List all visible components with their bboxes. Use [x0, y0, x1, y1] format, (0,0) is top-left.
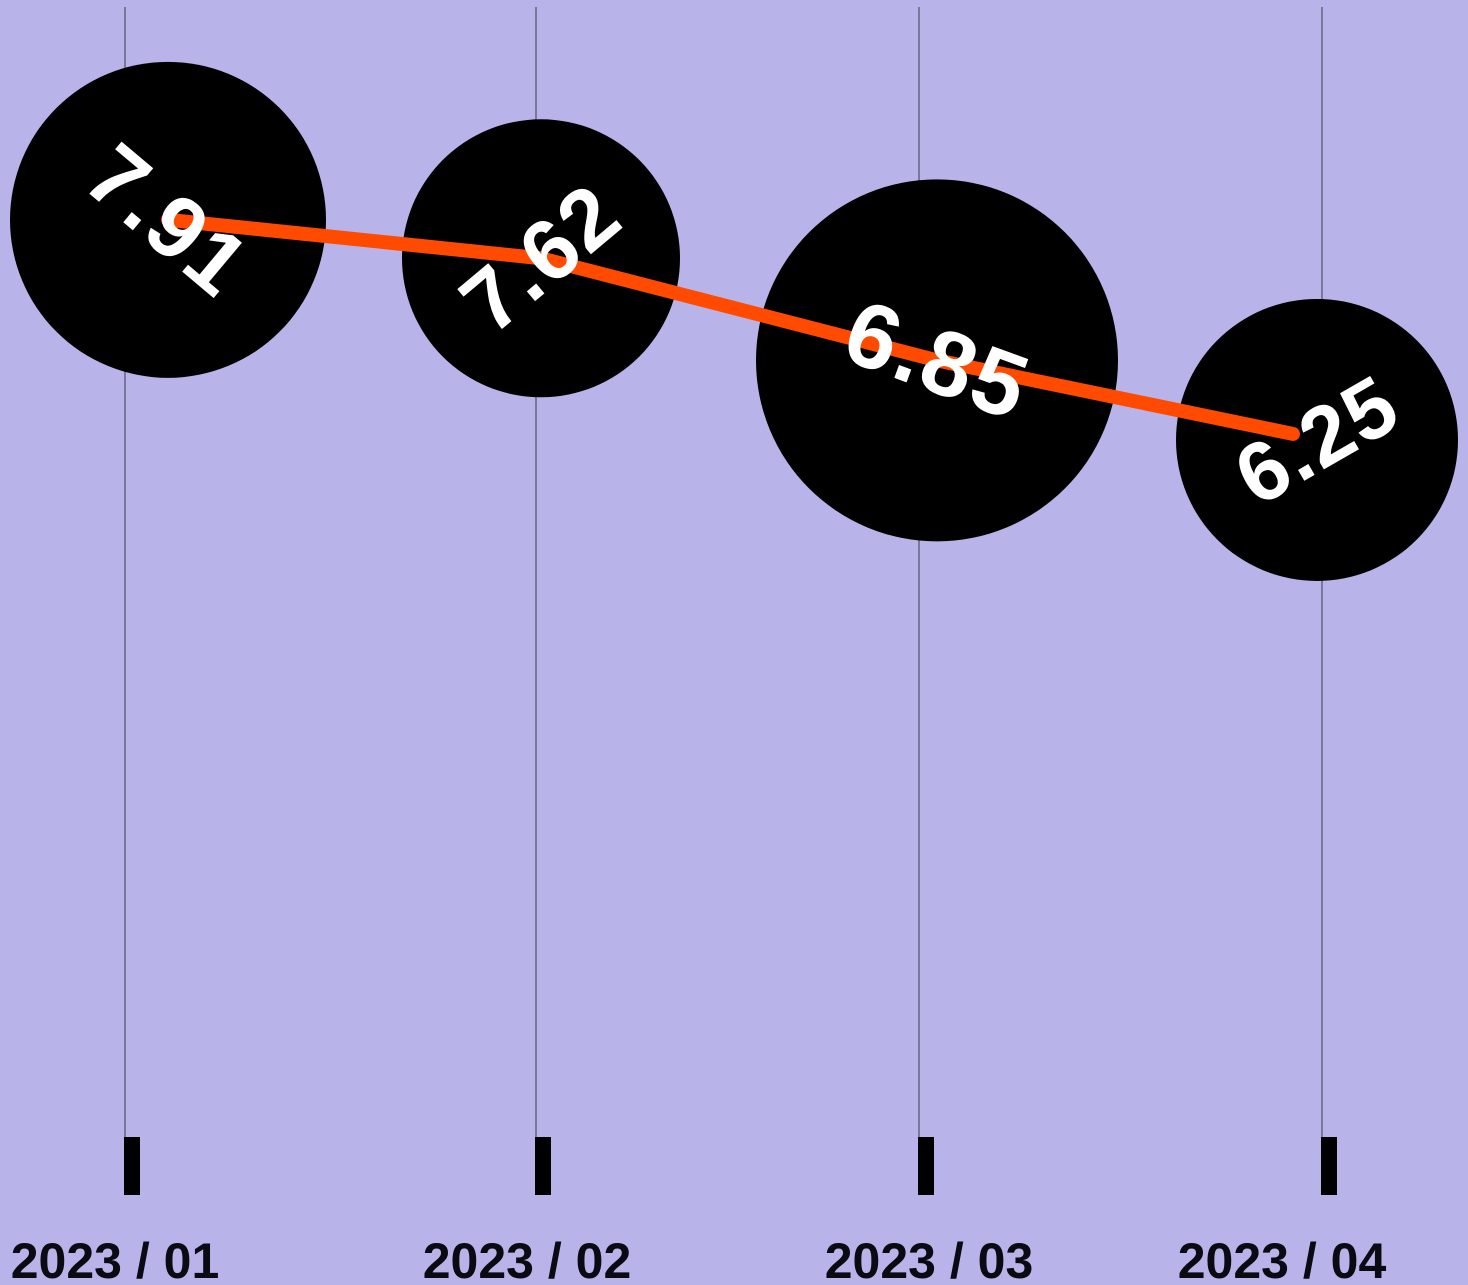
x-tick [124, 1137, 140, 1195]
x-tick-label: 2023 / 04 [1178, 1233, 1387, 1285]
x-tick [1321, 1137, 1337, 1195]
data-bubble [1176, 298, 1458, 581]
axis-layer: 2023 / 01 2023 / 02 2023 / 03 2023 / 04 [11, 1137, 1387, 1285]
x-tick [535, 1137, 551, 1195]
x-tick-label: 2023 / 02 [423, 1233, 632, 1285]
line-layer [161, 212, 1300, 441]
x-tick-label: 2023 / 03 [825, 1233, 1034, 1285]
x-tick-label: 2023 / 01 [11, 1233, 220, 1285]
x-tick [918, 1137, 934, 1195]
series-line [161, 212, 1300, 441]
bubble-layer [10, 61, 1458, 581]
